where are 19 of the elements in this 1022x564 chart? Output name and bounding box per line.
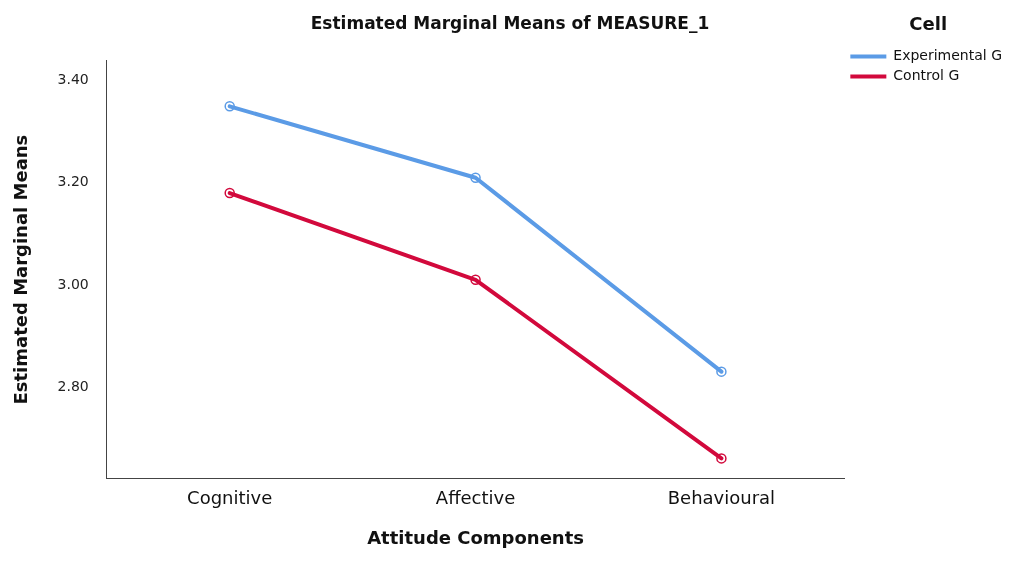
point [716,366,727,377]
legend-label: Experimental G [893,47,1003,64]
y-tick-label: 3.20 [57,173,89,190]
y-axis-title: Estimated Marginal Means [10,134,32,405]
chart-title: Estimated Marginal Means of MEASURE_1 [310,12,710,33]
point [716,453,727,464]
point [224,101,235,112]
y-tick-label: 3.00 [57,275,89,292]
legend-title: Cell [909,12,948,34]
x-axis-title: Attitude Components [367,526,584,548]
point [224,187,235,199]
y-tick-label: 2.80 [57,377,89,394]
y-tick-label: 3.40 [57,71,89,88]
point [470,274,481,286]
x-tick-label: Affective [435,487,516,509]
x-tick-label: Cognitive [187,487,273,509]
x-tick-label: Behavioural [667,487,776,509]
point [470,172,481,184]
legend-label: Control G [893,67,960,84]
